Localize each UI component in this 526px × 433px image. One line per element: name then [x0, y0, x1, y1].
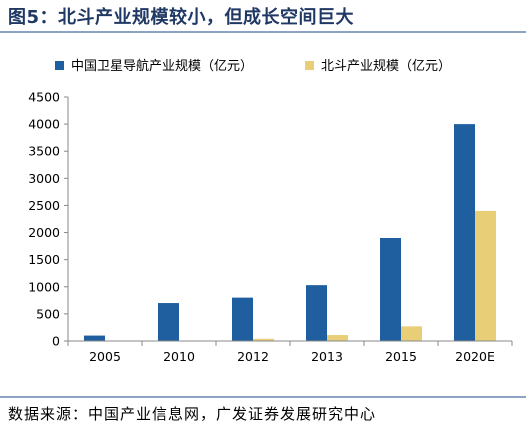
- bar-series1-2013: [306, 285, 327, 341]
- x-tick-label: 2010: [163, 349, 195, 364]
- x-axis: 2005 2010 2012 2013 2015 2020E: [67, 340, 513, 364]
- x-tick-label: 2020E: [455, 349, 495, 364]
- bars: [84, 124, 496, 341]
- bar-series1-2005: [84, 335, 105, 341]
- chart-legend: 中国卫星导航产业规模（亿元） 北斗产业规模（亿元）: [55, 58, 451, 74]
- legend-label-1: 中国卫星导航产业规模（亿元）: [71, 58, 253, 74]
- bar-series1-2015: [380, 237, 401, 341]
- legend-label-2: 北斗产业规模（亿元）: [321, 59, 451, 74]
- source-note: 数据来源：中国产业信息网，广发证券发展研究中心: [8, 405, 377, 423]
- title-divider: [0, 31, 526, 33]
- bar-series1-2020E: [454, 124, 475, 341]
- legend-swatch-2: [305, 61, 314, 70]
- bar-series2-2020E: [475, 210, 496, 341]
- y-tick-label: 2000: [28, 225, 60, 240]
- bar-series1-2010: [158, 303, 179, 341]
- y-tick-label: 4000: [28, 117, 60, 132]
- x-tick-label: 2015: [385, 349, 417, 364]
- y-axis: 0 500 1000 1500 2000 2500 3000 3500 4000 4500: [28, 90, 69, 349]
- y-tick-label: 3500: [28, 144, 60, 159]
- y-tick-label: 4500: [28, 90, 60, 105]
- y-tick-label: 2500: [28, 198, 60, 213]
- y-tick-label: 500: [36, 306, 60, 321]
- y-tick-label: 1500: [28, 252, 60, 267]
- bar-series1-2012: [232, 297, 253, 341]
- y-tick-label: 0: [52, 334, 60, 349]
- figure-title: 图5：北斗产业规模较小，但成长空间巨大: [8, 7, 355, 28]
- bar-series2-2013: [327, 335, 348, 341]
- bar-series2-2012: [253, 338, 274, 341]
- bar-series2-2015: [401, 326, 422, 341]
- y-tick-label: 3000: [28, 171, 60, 186]
- y-tick-label: 1000: [28, 279, 60, 294]
- source-divider: [0, 396, 526, 398]
- x-tick-label: 2012: [237, 349, 269, 364]
- bar-chart: 中国卫星导航产业规模（亿元） 北斗产业规模（亿元） 0 500 1000 1500 200…: [28, 58, 513, 364]
- x-tick-label: 2013: [311, 349, 343, 364]
- legend-swatch-1: [55, 61, 64, 70]
- x-tick-label: 2005: [89, 349, 121, 364]
